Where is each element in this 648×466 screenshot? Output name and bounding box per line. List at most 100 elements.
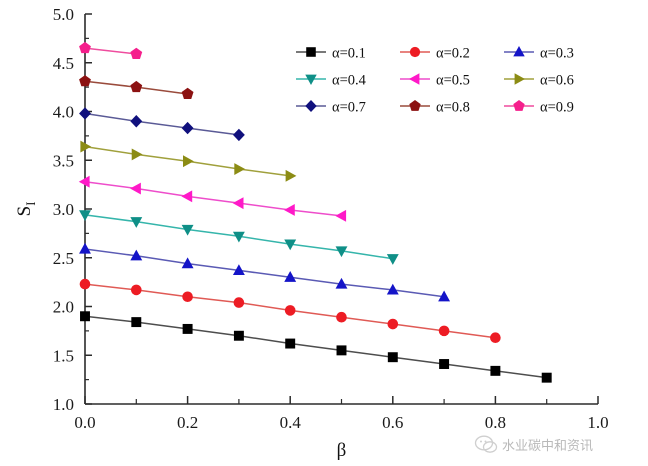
marker-triangle-right xyxy=(183,155,194,168)
series-0.3 xyxy=(79,242,451,302)
marker-square xyxy=(439,359,450,369)
marker-circle xyxy=(233,297,245,308)
series-0.9 xyxy=(79,41,143,59)
legend-label: α=0.3 xyxy=(540,46,574,62)
wechat-icon-bubble xyxy=(482,441,498,453)
marker-triangle-left xyxy=(130,182,141,195)
marker-square xyxy=(387,352,398,363)
y-tick-label: 1.5 xyxy=(53,346,74,365)
marker-square xyxy=(233,330,244,341)
marker-triangle-left xyxy=(335,209,347,222)
watermark: 水业碳中和资讯 xyxy=(474,435,593,454)
legend-item-0.2[interactable]: α=0.2 xyxy=(400,46,470,62)
y-axis-title-subscript: I xyxy=(24,202,38,206)
legend-label: α=0.2 xyxy=(436,46,470,62)
marker-pentagon xyxy=(79,41,91,54)
y-tick-label: 4.0 xyxy=(53,103,74,122)
marker-pentagon xyxy=(513,100,525,111)
y-tick-label: 1.0 xyxy=(53,395,74,414)
marker-triangle-left xyxy=(78,175,90,188)
marker-triangle-down xyxy=(79,210,91,222)
x-axis-title: β xyxy=(337,440,347,461)
marker-triangle-right xyxy=(285,169,297,182)
marker-triangle-down xyxy=(335,246,348,258)
marker-diamond xyxy=(181,121,194,135)
y-tick-label: 3.0 xyxy=(53,200,74,219)
marker-circle xyxy=(284,305,296,316)
series-line xyxy=(84,112,239,136)
legend-label: α=0.4 xyxy=(332,73,367,89)
marker-triangle-down xyxy=(284,239,297,251)
legend-label: α=0.9 xyxy=(540,100,574,116)
marker-square xyxy=(336,345,347,356)
marker-triangle-up xyxy=(513,46,525,57)
series-line xyxy=(84,180,342,217)
marker-circle xyxy=(182,291,193,303)
y-axis-title-text: SI xyxy=(14,202,38,217)
marker-pentagon xyxy=(409,100,421,111)
legend-item-0.4[interactable]: α=0.4 xyxy=(296,73,367,89)
marker-triangle-down xyxy=(130,217,143,228)
x-tick-label: 0.0 xyxy=(74,413,95,432)
series-0.4 xyxy=(79,210,399,265)
marker-diamond xyxy=(305,100,317,112)
series-line xyxy=(84,47,137,55)
marker-circle xyxy=(409,46,421,58)
marker-pentagon xyxy=(79,75,91,87)
marker-triangle-right xyxy=(514,73,525,85)
x-tick-label: 0.8 xyxy=(485,413,506,432)
x-tick-label: 0.4 xyxy=(280,413,302,432)
legend-label: α=0.8 xyxy=(436,100,470,116)
legend-item-0.7[interactable]: α=0.7 xyxy=(296,100,366,116)
marker-triangle-left xyxy=(409,73,420,85)
legend-item-0.1[interactable]: α=0.1 xyxy=(296,46,366,62)
marker-circle xyxy=(131,284,142,296)
marker-triangle-right xyxy=(131,148,143,161)
marker-square xyxy=(306,47,316,57)
marker-diamond xyxy=(130,115,143,128)
marker-circle xyxy=(387,318,399,330)
marker-square xyxy=(541,372,552,383)
legend-item-0.9[interactable]: α=0.9 xyxy=(504,100,574,116)
y-axis-title: SI xyxy=(14,202,38,217)
marker-triangle-up xyxy=(386,283,399,295)
series-0.1 xyxy=(80,311,552,383)
y-tick-label: 3.5 xyxy=(53,151,74,170)
legend-item-0.8[interactable]: α=0.8 xyxy=(400,100,470,116)
marker-square xyxy=(131,317,142,328)
marker-triangle-right xyxy=(80,140,92,153)
marker-pentagon xyxy=(181,87,194,99)
wechat-icon-dot xyxy=(480,440,482,443)
marker-triangle-left xyxy=(181,190,193,203)
x-tick-label: 0.6 xyxy=(382,413,403,432)
legend-label: α=0.5 xyxy=(436,73,470,89)
series-line xyxy=(84,248,445,298)
series-0.2 xyxy=(79,278,501,343)
marker-triangle-up xyxy=(79,242,91,254)
marker-triangle-up xyxy=(130,249,143,261)
marker-diamond xyxy=(79,107,91,120)
marker-pentagon xyxy=(130,80,143,93)
marker-circle xyxy=(336,311,347,323)
marker-circle xyxy=(438,325,450,337)
marker-triangle-down xyxy=(386,254,399,265)
x-tick-label: 0.2 xyxy=(177,413,198,432)
watermark-text: 水业碳中和资讯 xyxy=(502,439,593,454)
marker-square xyxy=(490,365,501,376)
series-0.5 xyxy=(78,175,347,222)
marker-triangle-down xyxy=(232,231,245,243)
marker-circle xyxy=(490,332,501,343)
y-tick-label: 2.5 xyxy=(53,249,74,268)
legend-item-0.3[interactable]: α=0.3 xyxy=(504,46,574,62)
legend-label: α=0.7 xyxy=(332,100,366,116)
y-tick-label: 5.0 xyxy=(53,5,74,24)
marker-diamond xyxy=(232,128,245,142)
y-tick-label: 4.5 xyxy=(53,54,74,73)
marker-triangle-up xyxy=(284,271,297,282)
legend-item-0.6[interactable]: α=0.6 xyxy=(504,73,574,89)
wechat-icon-dot xyxy=(484,440,487,443)
y-tick-label: 2.0 xyxy=(53,298,74,317)
legend-item-0.5[interactable]: α=0.5 xyxy=(400,73,470,89)
